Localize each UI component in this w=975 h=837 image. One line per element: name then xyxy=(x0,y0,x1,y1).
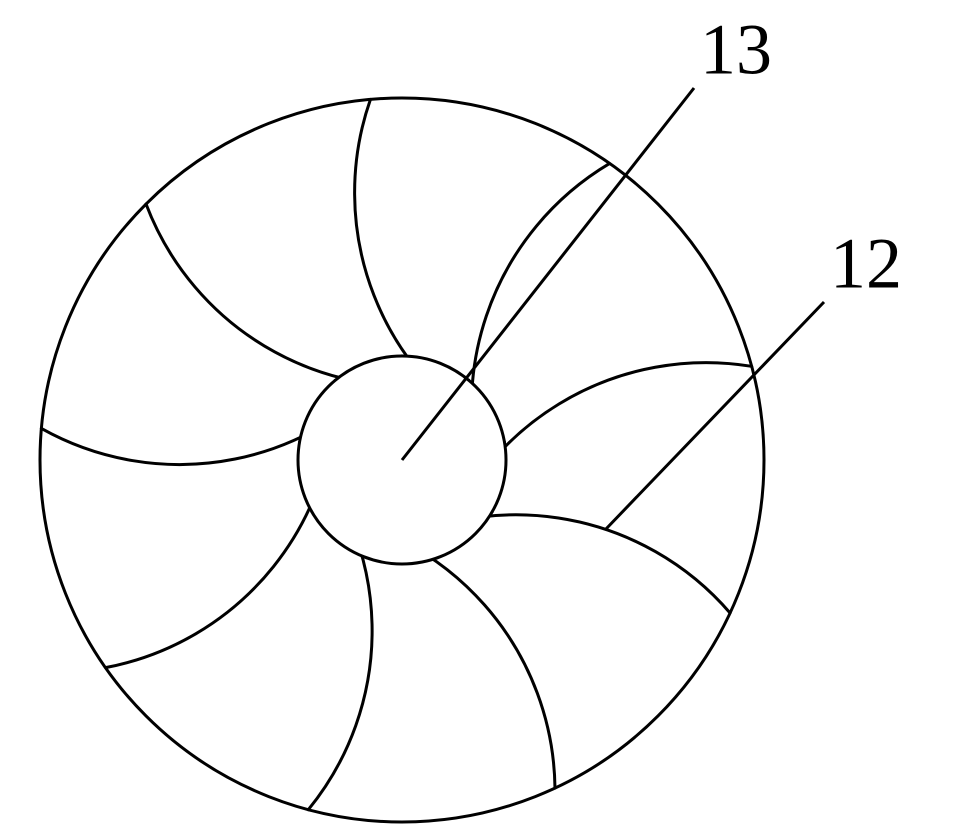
callout-label-12: 12 xyxy=(830,224,902,304)
diagram-svg: 13 12 xyxy=(0,0,975,837)
callout-label-13: 13 xyxy=(700,10,772,90)
